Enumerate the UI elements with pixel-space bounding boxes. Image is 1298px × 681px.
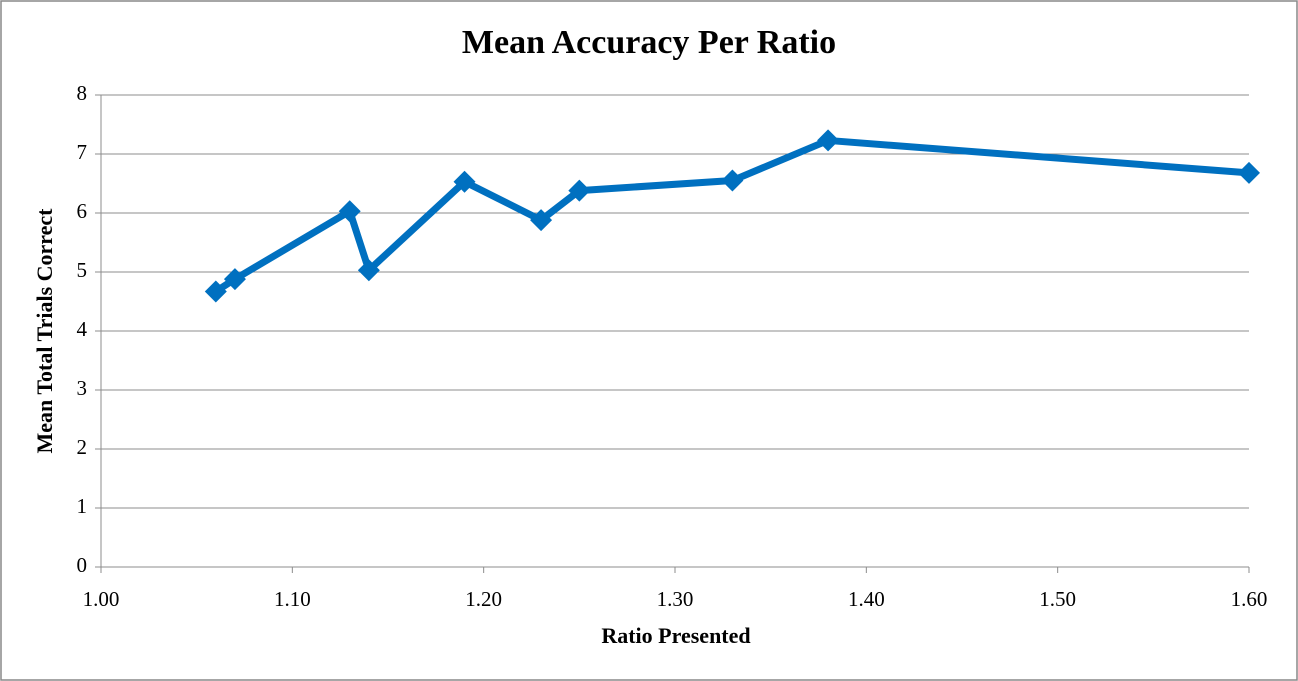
data-marker (453, 170, 476, 193)
y-tick-label: 7 (77, 140, 88, 164)
y-tick-label: 2 (77, 435, 88, 459)
x-tick-label: 1.40 (848, 587, 885, 611)
data-marker (357, 259, 380, 282)
y-axis-title: Mean Total Trials Correct (32, 208, 57, 454)
x-tick-label: 1.10 (274, 587, 311, 611)
y-tick-label: 5 (77, 258, 88, 282)
x-tick-label: 1.50 (1039, 587, 1076, 611)
data-marker (568, 179, 591, 202)
data-marker (338, 200, 361, 223)
data-line (213, 136, 1250, 295)
data-marker (223, 268, 246, 291)
x-tick-label: 1.00 (83, 587, 120, 611)
y-tick-label: 4 (77, 317, 88, 341)
data-marker (204, 280, 227, 303)
data-marker (721, 169, 744, 192)
x-tick-label: 1.20 (465, 587, 502, 611)
data-marker (817, 129, 840, 152)
y-tick-label: 6 (77, 199, 88, 223)
data-marker (1238, 161, 1260, 184)
data-marker (530, 209, 553, 232)
y-tick-label: 8 (77, 81, 88, 105)
y-tick-label: 0 (77, 553, 88, 577)
x-tick-label: 1.30 (657, 587, 694, 611)
y-tick-label: 1 (77, 494, 88, 518)
x-axis-title: Ratio Presented (601, 623, 750, 648)
y-tick-label: 3 (77, 376, 88, 400)
chart-title: Mean Accuracy Per Ratio (462, 24, 836, 61)
x-tick-label: 1.60 (1231, 587, 1268, 611)
